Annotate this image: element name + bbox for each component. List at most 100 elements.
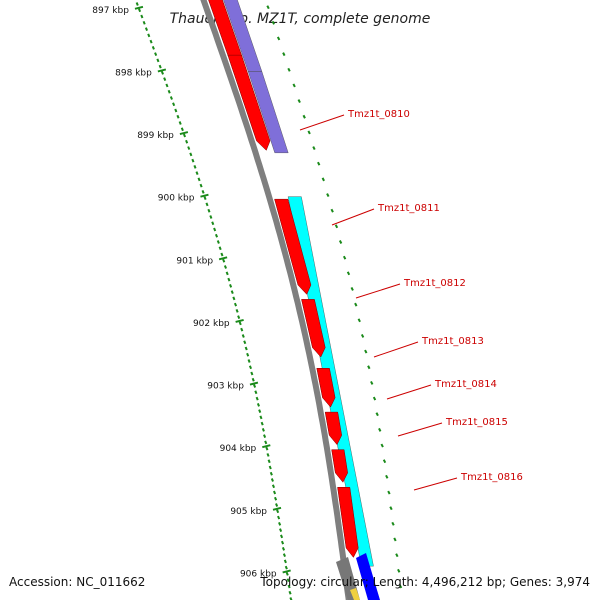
outer-track-dot: [364, 349, 368, 354]
outer-track-dot: [312, 146, 316, 151]
outer-track-dot: [387, 490, 391, 495]
major-tick: [157, 68, 167, 73]
tick-dot: [223, 265, 227, 269]
outer-track-dot: [354, 302, 358, 307]
tick-dot: [213, 227, 217, 232]
outer-track-dot: [378, 427, 382, 432]
tick-dot: [286, 578, 290, 583]
tick-dot: [284, 565, 288, 570]
cds-arrow: [337, 487, 359, 558]
tick-dot: [191, 158, 195, 163]
cds-arrow: [316, 368, 336, 408]
tick-label: 904 kbp: [220, 444, 257, 454]
outer-track-dot: [360, 333, 365, 338]
tick-dot: [167, 89, 171, 94]
tick-dot: [275, 503, 279, 507]
tick-dot: [156, 58, 160, 63]
tick-dot: [189, 152, 193, 157]
gene-leader-line: [397, 422, 443, 437]
outer-track-dot: [375, 412, 379, 417]
backbone-line: [200, 0, 352, 600]
tick-dot: [263, 434, 267, 439]
outer-track-dot: [389, 506, 393, 511]
major-tick: [200, 193, 209, 198]
tick-dot: [230, 290, 234, 294]
major-tick: [272, 506, 282, 511]
outer-track-dot: [321, 177, 325, 182]
tick-dot: [261, 428, 265, 432]
tick-dot: [269, 471, 273, 476]
tick-dot: [247, 359, 251, 363]
tick-dot: [259, 415, 263, 420]
tick-dot: [277, 515, 281, 520]
tick-dot: [144, 27, 149, 31]
major-tick: [235, 318, 244, 323]
tick-dot: [282, 553, 286, 558]
tick-dot: [140, 14, 144, 19]
gene-leader-line: [413, 477, 458, 491]
outer-track-dot: [385, 474, 389, 479]
tick-dot: [279, 528, 283, 532]
major-tick: [249, 381, 259, 386]
tick-dot: [256, 402, 260, 407]
tick-dot: [265, 446, 269, 451]
tick-dot: [229, 283, 233, 288]
tick-dot: [174, 108, 178, 113]
tick-dot: [243, 340, 247, 345]
tick-dot: [273, 490, 277, 495]
tick-dot: [163, 77, 167, 82]
gene-label: Tmz1t_0810: [347, 109, 410, 120]
tick-dot: [225, 271, 229, 276]
outer-track-dot: [367, 365, 371, 370]
accession-text: Accession: NC_011662: [9, 575, 145, 589]
tick-dot: [216, 240, 220, 244]
tick-dot: [135, 2, 139, 6]
outer-track-dot: [334, 224, 339, 229]
tick-dot: [250, 371, 254, 376]
tick-dot: [268, 465, 272, 470]
gene-leader-line: [299, 114, 345, 131]
tick-dot: [285, 572, 289, 576]
tick-dot: [240, 327, 244, 332]
tick-dot: [281, 547, 286, 551]
tick-dot: [197, 177, 201, 182]
tick-dot: [232, 296, 236, 301]
tick-dot: [288, 590, 292, 595]
tick-dot: [182, 133, 187, 138]
tick-label: 906 kbp: [240, 569, 277, 579]
tick-label: 901 kbp: [176, 256, 213, 266]
next-blue-feature: [356, 553, 380, 600]
tick-dot: [195, 171, 199, 175]
outer-track-dot: [287, 67, 291, 72]
tick-dot: [270, 478, 274, 482]
outer-track-dot: [317, 161, 321, 166]
outer-track-dot: [372, 396, 377, 401]
outer-track-dot: [292, 83, 296, 88]
outer-track-dot: [297, 99, 301, 104]
outer-track-dot: [391, 521, 395, 526]
tick-dot: [218, 246, 222, 251]
tick-dot: [274, 496, 278, 501]
tick-layer: 897 kbp 898 kbp 899 kbp 900 kbp 901 kbp 902 k…: [92, 2, 403, 600]
tick-dot: [149, 39, 153, 44]
cds-arrow: [331, 449, 348, 483]
tick-dot: [276, 509, 280, 514]
tick-label: 897 kbp: [92, 6, 129, 16]
tick-dot: [266, 453, 270, 457]
tick-dot: [185, 139, 189, 144]
tick-dot: [235, 309, 239, 313]
outer-track-dot: [350, 287, 354, 291]
tick-label: 900 kbp: [158, 194, 195, 204]
tick-dot: [244, 346, 248, 351]
tick-dot: [151, 45, 155, 50]
tick-label: 898 kbp: [115, 68, 152, 78]
tick-dot: [264, 440, 268, 445]
tick-dot: [227, 277, 231, 282]
outer-track-dot: [338, 240, 343, 244]
outer-track-dot: [330, 208, 334, 213]
tick-dot: [237, 315, 241, 320]
outer-track-dot: [282, 52, 286, 57]
tick-dot: [201, 190, 205, 194]
tick-dot: [158, 64, 162, 69]
outer-track-dot: [370, 380, 374, 385]
